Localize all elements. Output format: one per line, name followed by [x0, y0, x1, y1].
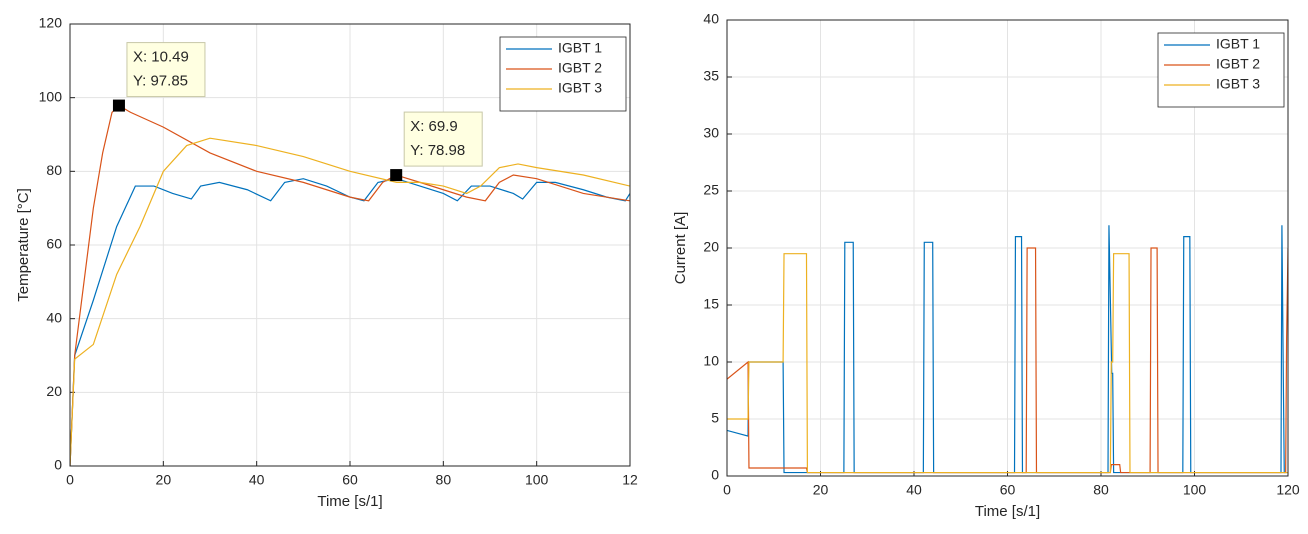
x-tick-label: 100 — [525, 472, 549, 488]
series-line — [727, 253, 1288, 474]
x-tick-label: 12 — [622, 472, 638, 488]
x-axis-label: Time [s/1] — [317, 493, 382, 510]
x-tick-label: 60 — [1000, 482, 1016, 498]
y-tick-label: 40 — [703, 11, 719, 27]
y-tick-label: 100 — [39, 88, 63, 104]
y-axis-label: Current [A] — [672, 212, 689, 285]
x-tick-label: 60 — [342, 472, 358, 488]
y-tick-label: 80 — [46, 162, 62, 178]
datatip-marker — [112, 99, 125, 112]
axes-frame — [69, 23, 631, 467]
x-tick-label: 100 — [1183, 482, 1207, 498]
y-tick-label: 10 — [703, 353, 719, 369]
x-tick-label: 80 — [436, 472, 452, 488]
x-tick-label: 20 — [156, 472, 172, 488]
y-tick-label: 120 — [39, 15, 63, 31]
x-tick-label: 120 — [1276, 482, 1300, 498]
datatip-text: Y: 97.85 — [133, 73, 188, 90]
legend-label: IGBT 2 — [1216, 56, 1260, 72]
y-tick-label: 40 — [46, 309, 62, 325]
x-tick-label: 40 — [249, 472, 265, 488]
x-axis-label: Time [s/1] — [975, 503, 1040, 520]
y-tick-label: 35 — [703, 68, 719, 84]
x-tick-label: 40 — [906, 482, 922, 498]
datatip-text: X: 10.49 — [133, 49, 189, 66]
x-tick-label: 0 — [66, 472, 74, 488]
x-tick-label: 20 — [813, 482, 829, 498]
y-tick-label: 20 — [46, 383, 62, 399]
y-tick-label: 5 — [711, 410, 719, 426]
y-tick-label: 25 — [703, 182, 719, 198]
axes-frame — [726, 19, 1289, 477]
y-axis-label: Temperature [°C] — [15, 188, 32, 302]
series-line — [70, 137, 630, 466]
datatip-text: X: 69.9 — [410, 118, 458, 135]
x-tick-label: 80 — [1093, 482, 1109, 498]
x-tick-label: 0 — [723, 482, 731, 498]
datatip-box — [403, 111, 483, 167]
legend-label: IGBT 3 — [1216, 76, 1260, 92]
y-tick-label: 30 — [703, 125, 719, 141]
series-line — [70, 104, 630, 466]
datatip-marker — [390, 169, 403, 182]
legend-label: IGBT 2 — [558, 60, 602, 76]
y-tick-label: 0 — [711, 467, 719, 483]
y-tick-label: 20 — [703, 239, 719, 255]
y-tick-label: 0 — [54, 457, 62, 473]
datatip-box — [126, 42, 206, 98]
legend-label: IGBT 1 — [558, 40, 602, 56]
legend-label: IGBT 3 — [558, 80, 602, 96]
datatip-text: Y: 78.98 — [410, 142, 465, 159]
legend-label: IGBT 1 — [1216, 36, 1260, 52]
y-tick-label: 15 — [703, 296, 719, 312]
y-tick-label: 60 — [46, 236, 62, 252]
